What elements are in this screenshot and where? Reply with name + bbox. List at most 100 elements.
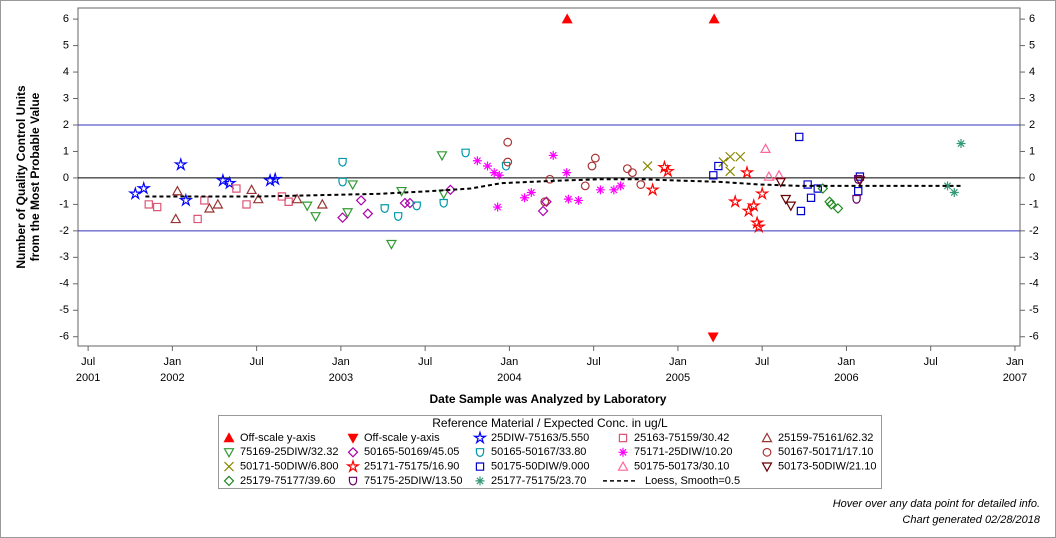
- legend-marker: [762, 447, 772, 457]
- data-point: [708, 13, 720, 24]
- data-point: [739, 164, 755, 179]
- data-point: [795, 132, 804, 142]
- y-tick-label: -5: [1029, 304, 1039, 316]
- legend-marker: [475, 448, 485, 457]
- data-point: [338, 177, 347, 187]
- data-point: [796, 206, 806, 216]
- data-point: [520, 193, 530, 203]
- y-tick-label: -2: [1029, 225, 1039, 237]
- data-point: [562, 168, 572, 178]
- data-point: [780, 194, 792, 205]
- y-tick-label: -3: [59, 251, 69, 263]
- data-point: [472, 156, 482, 166]
- legend-marker: [223, 475, 235, 487]
- data-point: [439, 198, 448, 208]
- x-tick-label: Jan: [1006, 356, 1024, 368]
- data-point: [645, 182, 660, 197]
- y-tick-label: -4: [1029, 278, 1039, 290]
- data-point: [385, 239, 397, 250]
- data-point: [438, 189, 450, 200]
- data-point: [252, 193, 264, 204]
- legend-marker: [475, 462, 485, 471]
- y-tick-label: 4: [63, 66, 69, 78]
- data-point: [573, 195, 583, 205]
- data-point: [563, 194, 573, 204]
- x-tick-label: Jul: [418, 356, 432, 368]
- plot-area: [77, 7, 1021, 347]
- data-point: [548, 150, 558, 160]
- y-tick-label: -4: [59, 278, 69, 290]
- data-point: [242, 200, 251, 209]
- data-point: [200, 196, 209, 205]
- data-point: [489, 168, 499, 178]
- legend-marker: [347, 446, 359, 458]
- data-point: [825, 199, 837, 210]
- x-tick-label: Jan: [332, 356, 350, 368]
- data-point: [785, 201, 797, 212]
- data-point: [590, 153, 600, 163]
- data-point: [852, 194, 861, 204]
- data-point: [587, 161, 597, 171]
- data-point: [718, 157, 729, 167]
- y-tick-label: -6: [1029, 331, 1039, 343]
- y-tick-label: 1: [63, 145, 69, 157]
- data-point: [817, 183, 829, 194]
- data-point: [545, 174, 555, 184]
- y-tick-label: 6: [63, 13, 69, 25]
- data-point: [178, 192, 194, 207]
- x-tick-year: 2004: [497, 372, 521, 384]
- x-tick-label: Jan: [501, 356, 519, 368]
- data-point: [503, 137, 513, 147]
- data-point: [763, 170, 775, 181]
- legend-label: 75175-25DIW/13.50: [364, 475, 462, 487]
- data-point: [956, 139, 966, 149]
- x-axis-label: Date Sample was Analyzed by Laboratory: [430, 392, 667, 406]
- note: Chart generated 02/28/2018: [902, 514, 1040, 526]
- data-point: [153, 202, 162, 212]
- x-tick-year: 2003: [329, 372, 353, 384]
- y-tick-label: 4: [1029, 66, 1035, 78]
- data-point: [316, 198, 328, 209]
- data-point: [746, 197, 762, 212]
- data-point: [616, 181, 626, 191]
- data-point: [725, 166, 736, 177]
- x-tick-year: 2007: [1003, 372, 1027, 384]
- data-point: [215, 172, 231, 187]
- legend-label: 75169-25DIW/32.32: [240, 446, 338, 458]
- data-point: [537, 205, 549, 217]
- legend-box: [218, 415, 882, 489]
- data-point: [854, 176, 866, 187]
- y-tick-label: -3: [1029, 251, 1039, 263]
- data-point: [494, 170, 504, 180]
- y-tick-label: 6: [1029, 13, 1035, 25]
- x-tick-label: Jul: [587, 356, 601, 368]
- data-point: [173, 156, 189, 171]
- legend-label: Loess, Smooth=0.5: [645, 475, 740, 487]
- x-tick-label: Jul: [81, 356, 95, 368]
- data-point: [310, 212, 322, 223]
- data-point: [760, 143, 772, 154]
- note: Hover over any data point for detailed i…: [833, 498, 1040, 510]
- data-point: [714, 161, 723, 171]
- data-point: [609, 185, 619, 195]
- legend-marker: [345, 458, 361, 473]
- legend-marker: [472, 430, 488, 445]
- data-point: [396, 186, 408, 197]
- data-point: [170, 213, 182, 224]
- data-point: [193, 214, 202, 224]
- data-point: [355, 195, 367, 206]
- x-tick-year: 2002: [160, 372, 184, 384]
- data-point: [660, 163, 676, 178]
- data-point: [461, 148, 470, 158]
- legend-marker: [224, 461, 234, 472]
- data-point: [412, 201, 421, 211]
- data-point: [393, 212, 403, 221]
- data-point: [943, 181, 953, 191]
- x-tick-year: 2005: [666, 372, 690, 384]
- legend-label: Off-scale y-axis: [240, 432, 316, 444]
- y-tick-label: 2: [1029, 119, 1035, 131]
- legend-label: 50165-50169/45.05: [364, 446, 459, 458]
- data-point: [627, 168, 637, 178]
